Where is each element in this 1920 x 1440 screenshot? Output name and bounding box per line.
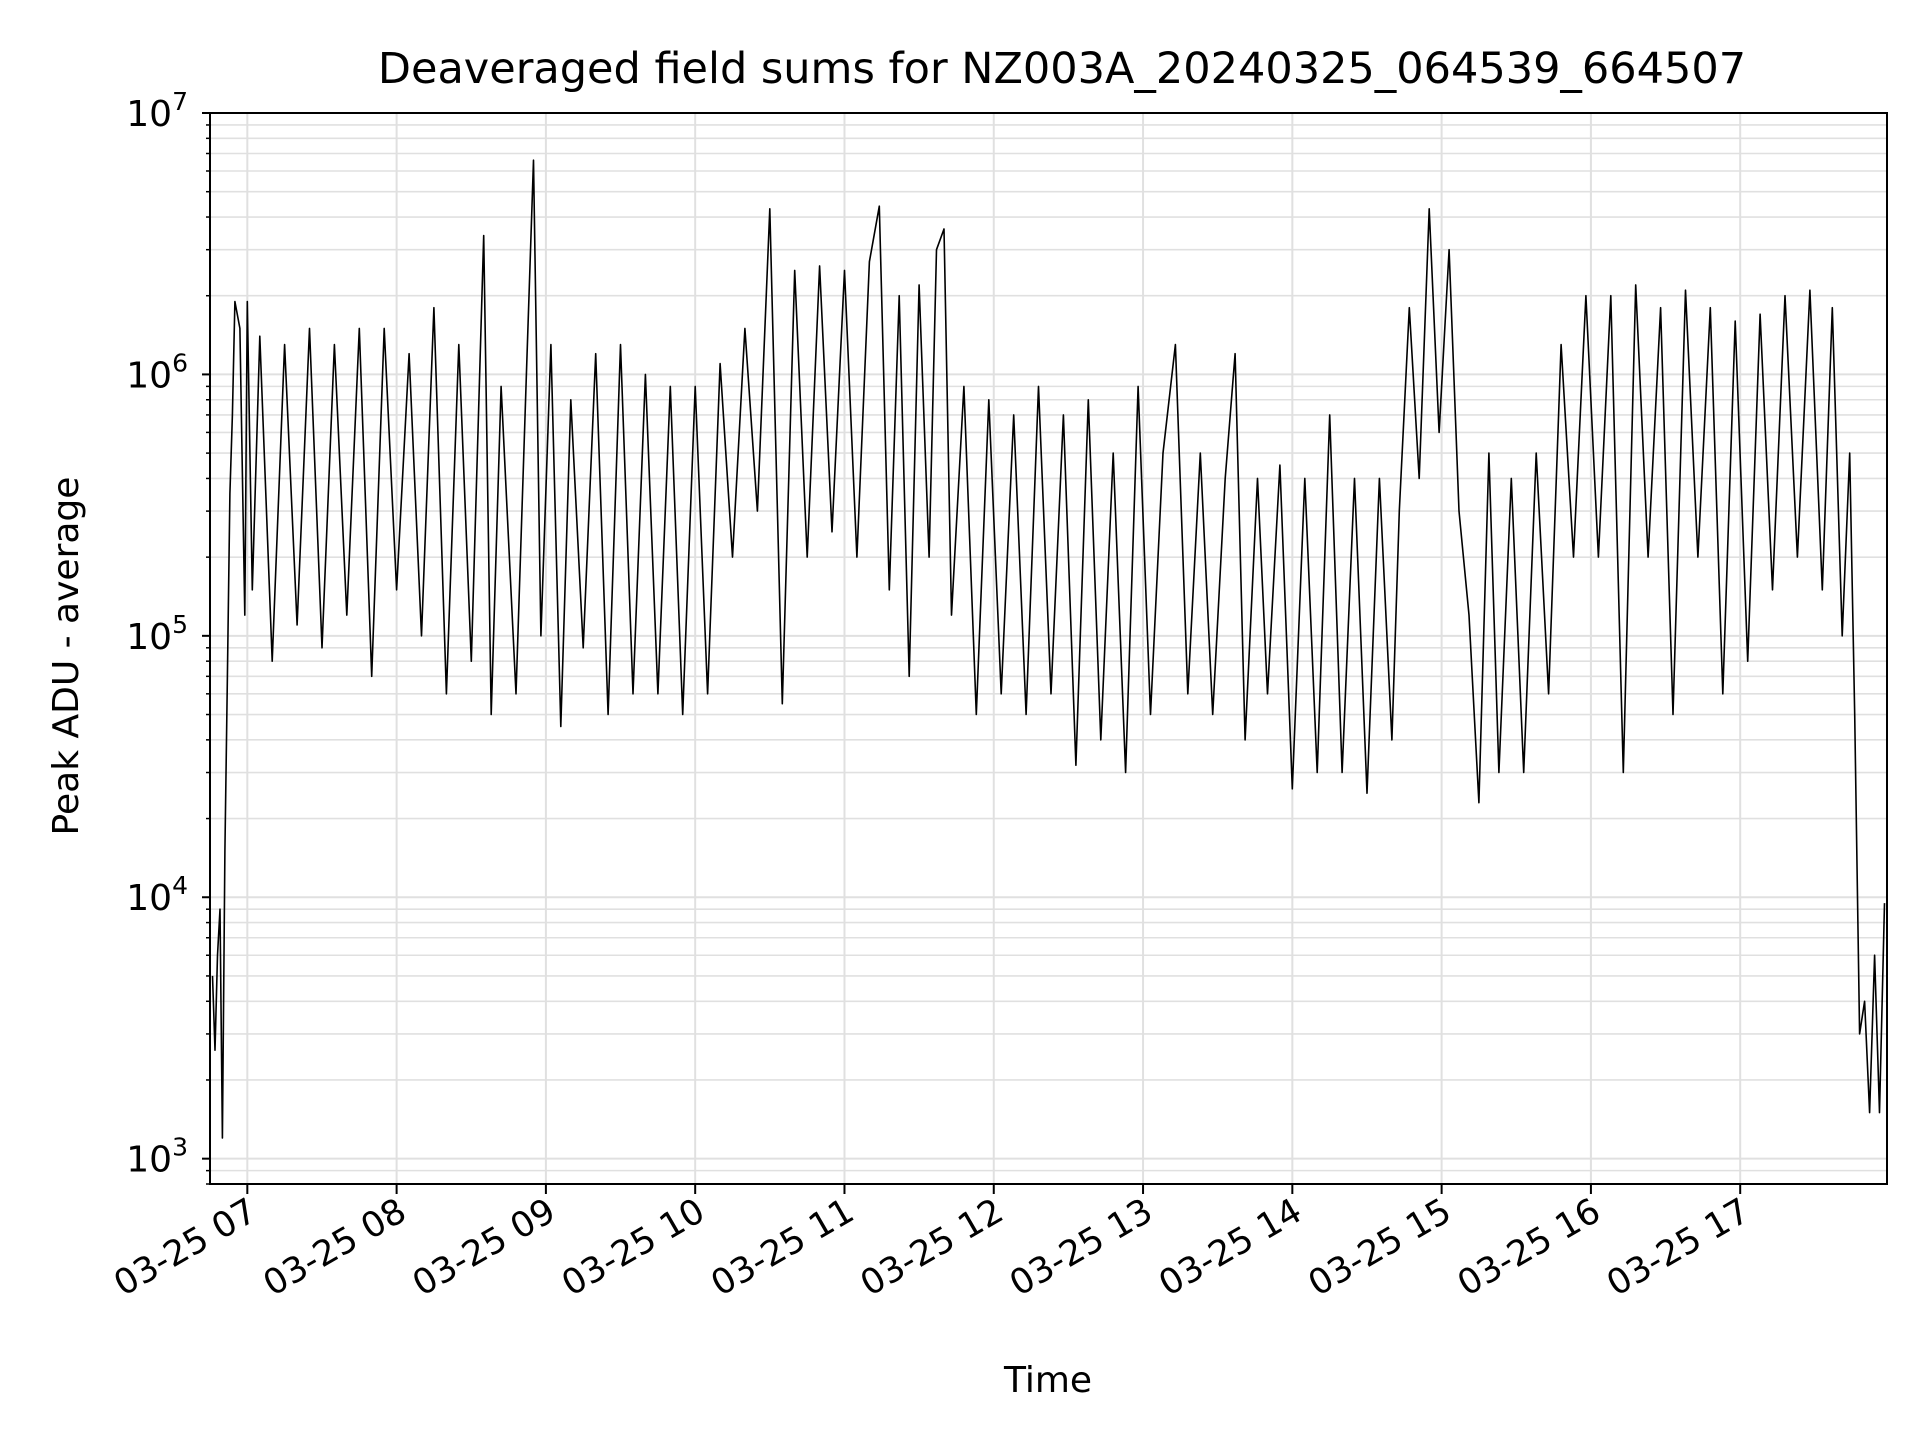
y-tick-label: 104 <box>126 871 188 919</box>
y-tick-label: 106 <box>126 348 188 396</box>
data-series <box>211 159 1886 1139</box>
y-axis-label: Peak ADU - average <box>46 477 87 836</box>
chart-title: Deaveraged field sums for NZ003A_2024032… <box>378 44 1746 94</box>
grid-lines <box>210 113 1887 1185</box>
y-tick-label: 105 <box>126 610 188 658</box>
y-axis-ticks: 103 104 105 106 107 <box>126 87 210 1185</box>
y-tick-label: 107 <box>126 87 188 135</box>
x-axis-label: Time <box>1003 1360 1092 1401</box>
series-line <box>211 159 1886 1139</box>
y-tick-label: 103 <box>126 1133 188 1181</box>
